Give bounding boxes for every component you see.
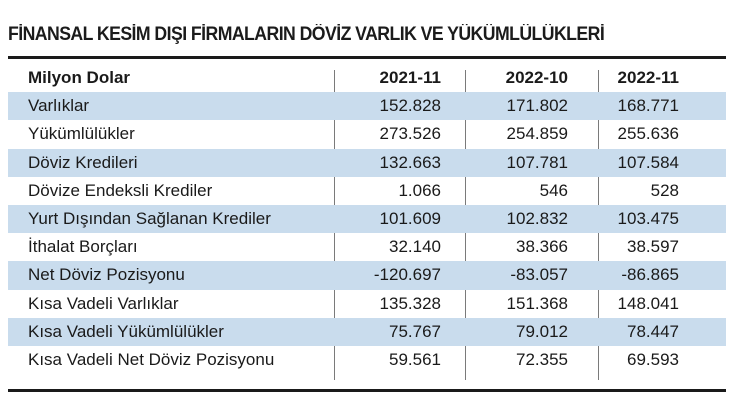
table-row: İthalat Borçları 32.140 38.366 38.597 <box>8 233 726 261</box>
row-label: İthalat Borçları <box>28 237 138 257</box>
table-row: Varlıklar 152.828 171.802 168.771 <box>8 92 726 121</box>
row-value-2022-11: 38.597 <box>627 237 679 257</box>
row-value-2022-10: -83.057 <box>510 265 568 285</box>
row-value-2022-10: 72.355 <box>516 349 568 369</box>
row-value-2021-11: -120.697 <box>373 265 441 285</box>
row-value-2022-10: 254.859 <box>506 124 568 144</box>
row-label: Kısa Vadeli Net Döviz Pozisyonu <box>28 349 275 369</box>
row-value-2022-11: 148.041 <box>617 293 679 313</box>
row-value-2022-10: 171.802 <box>506 96 568 116</box>
row-value-2021-11: 75.767 <box>389 321 441 341</box>
row-value-2022-11: 528 <box>650 180 679 200</box>
row-value-2022-10: 151.368 <box>506 293 568 313</box>
row-label: Varlıklar <box>28 96 90 116</box>
row-value-2021-11: 1.066 <box>398 180 441 200</box>
row-label: Yurt Dışından Sağlanan Krediler <box>28 209 271 229</box>
table-row: Dövize Endeksli Krediler 1.066 546 528 <box>8 177 726 205</box>
row-value-2022-11: 69.593 <box>627 349 679 369</box>
header-col-2022-11: 2022-11 <box>617 68 679 88</box>
row-label: Kısa Vadeli Varlıklar <box>28 293 179 313</box>
row-label: Net Döviz Pozisyonu <box>28 265 185 285</box>
table-body: Varlıklar 152.828 171.802 168.771 Yükümlülük… <box>8 92 726 374</box>
row-label: Döviz Kredileri <box>28 152 138 172</box>
header-unit-label: Milyon Dolar <box>28 68 131 88</box>
data-table: Milyon Dolar 2021-11 2022-10 2022-11 Var… <box>8 64 726 374</box>
header-col-2022-10: 2022-10 <box>505 68 568 88</box>
row-value-2022-11: 103.475 <box>617 209 679 229</box>
row-value-2021-11: 101.609 <box>379 209 441 229</box>
header-col-2021-11: 2021-11 <box>379 68 441 88</box>
table-row: Yurt Dışından Sağlanan Krediler 101.609 10… <box>8 204 726 234</box>
row-value-2022-11: 255.636 <box>617 124 679 144</box>
bottom-rule <box>8 389 726 392</box>
table-row: Kısa Vadeli Varlıklar 135.328 151.368 148.0… <box>8 290 726 318</box>
row-value-2022-11: 107.584 <box>617 152 679 172</box>
table-row: Döviz Kredileri 132.663 107.781 107.584 <box>8 148 726 177</box>
row-value-2022-10: 546 <box>539 180 568 200</box>
row-value-2021-11: 32.140 <box>389 237 441 257</box>
row-value-2022-10: 102.832 <box>506 209 568 229</box>
row-value-2021-11: 132.663 <box>379 152 441 172</box>
row-value-2021-11: 59.561 <box>389 349 441 369</box>
top-rule <box>8 56 726 59</box>
row-value-2021-11: 152.828 <box>379 96 441 116</box>
row-value-2022-11: -86.865 <box>621 265 679 285</box>
table-header-row: Milyon Dolar 2021-11 2022-10 2022-11 <box>8 64 726 92</box>
row-label: Yükümlülükler <box>28 124 135 144</box>
row-value-2022-11: 168.771 <box>617 96 679 116</box>
row-value-2022-10: 79.012 <box>516 321 568 341</box>
table-row: Net Döviz Pozisyonu -120.697 -83.057 -86.86… <box>8 261 726 290</box>
table-row: Kısa Vadeli Yükümlülükler 75.767 79.012 78.… <box>8 317 726 346</box>
table-row: Kısa Vadeli Net Döviz Pozisyonu 59.561 72.… <box>8 346 726 374</box>
row-value-2021-11: 273.526 <box>379 124 441 144</box>
row-value-2022-10: 107.781 <box>506 152 568 172</box>
row-value-2021-11: 135.328 <box>379 293 441 313</box>
table-title: FİNANSAL KESİM DIŞI FİRMALARIN DÖVİZ VAR… <box>8 24 605 45</box>
row-label: Dövize Endeksli Krediler <box>28 180 213 200</box>
row-value-2022-11: 78.447 <box>627 321 679 341</box>
row-value-2022-10: 38.366 <box>516 237 568 257</box>
row-label: Kısa Vadeli Yükümlülükler <box>28 321 224 341</box>
table-row: Yükümlülükler 273.526 254.859 255.636 <box>8 120 726 148</box>
